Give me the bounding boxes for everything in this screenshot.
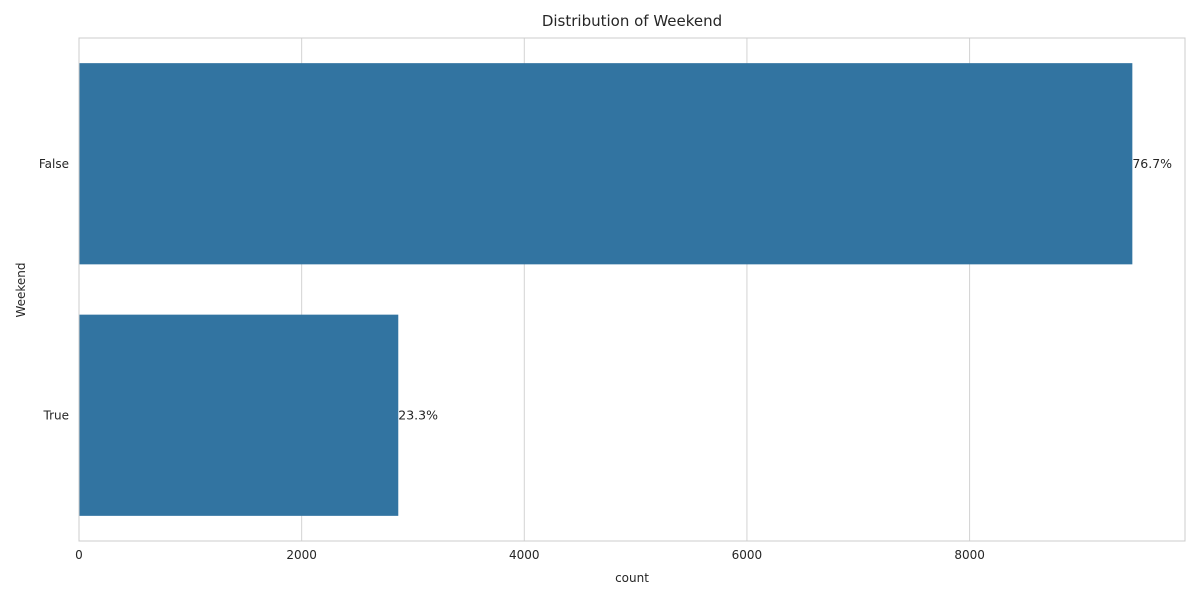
- chart-title: Distribution of Weekend: [542, 12, 722, 30]
- y-tick-label: False: [39, 157, 69, 171]
- y-axis-label: Weekend: [14, 262, 28, 317]
- y-tick-label: True: [43, 408, 70, 422]
- x-tick-label: 4000: [509, 548, 540, 562]
- x-axis-label: count: [615, 571, 649, 585]
- bar-true: [79, 314, 399, 516]
- plot-frame: [78, 37, 1186, 542]
- x-tick-label: 2000: [286, 548, 317, 562]
- data-label: 76.7%: [1132, 156, 1172, 171]
- x-tick-label: 8000: [954, 548, 985, 562]
- data-labels: 76.7% 23.3%: [398, 156, 1172, 423]
- x-axis-ticks: 0 2000 4000 6000 8000: [75, 548, 985, 562]
- bar-false: [79, 63, 1133, 265]
- x-tick-label: 6000: [732, 548, 763, 562]
- x-tick-label: 0: [75, 548, 83, 562]
- y-axis-ticks: False True: [39, 157, 69, 423]
- data-label: 23.3%: [398, 407, 438, 422]
- bars: [79, 63, 1133, 516]
